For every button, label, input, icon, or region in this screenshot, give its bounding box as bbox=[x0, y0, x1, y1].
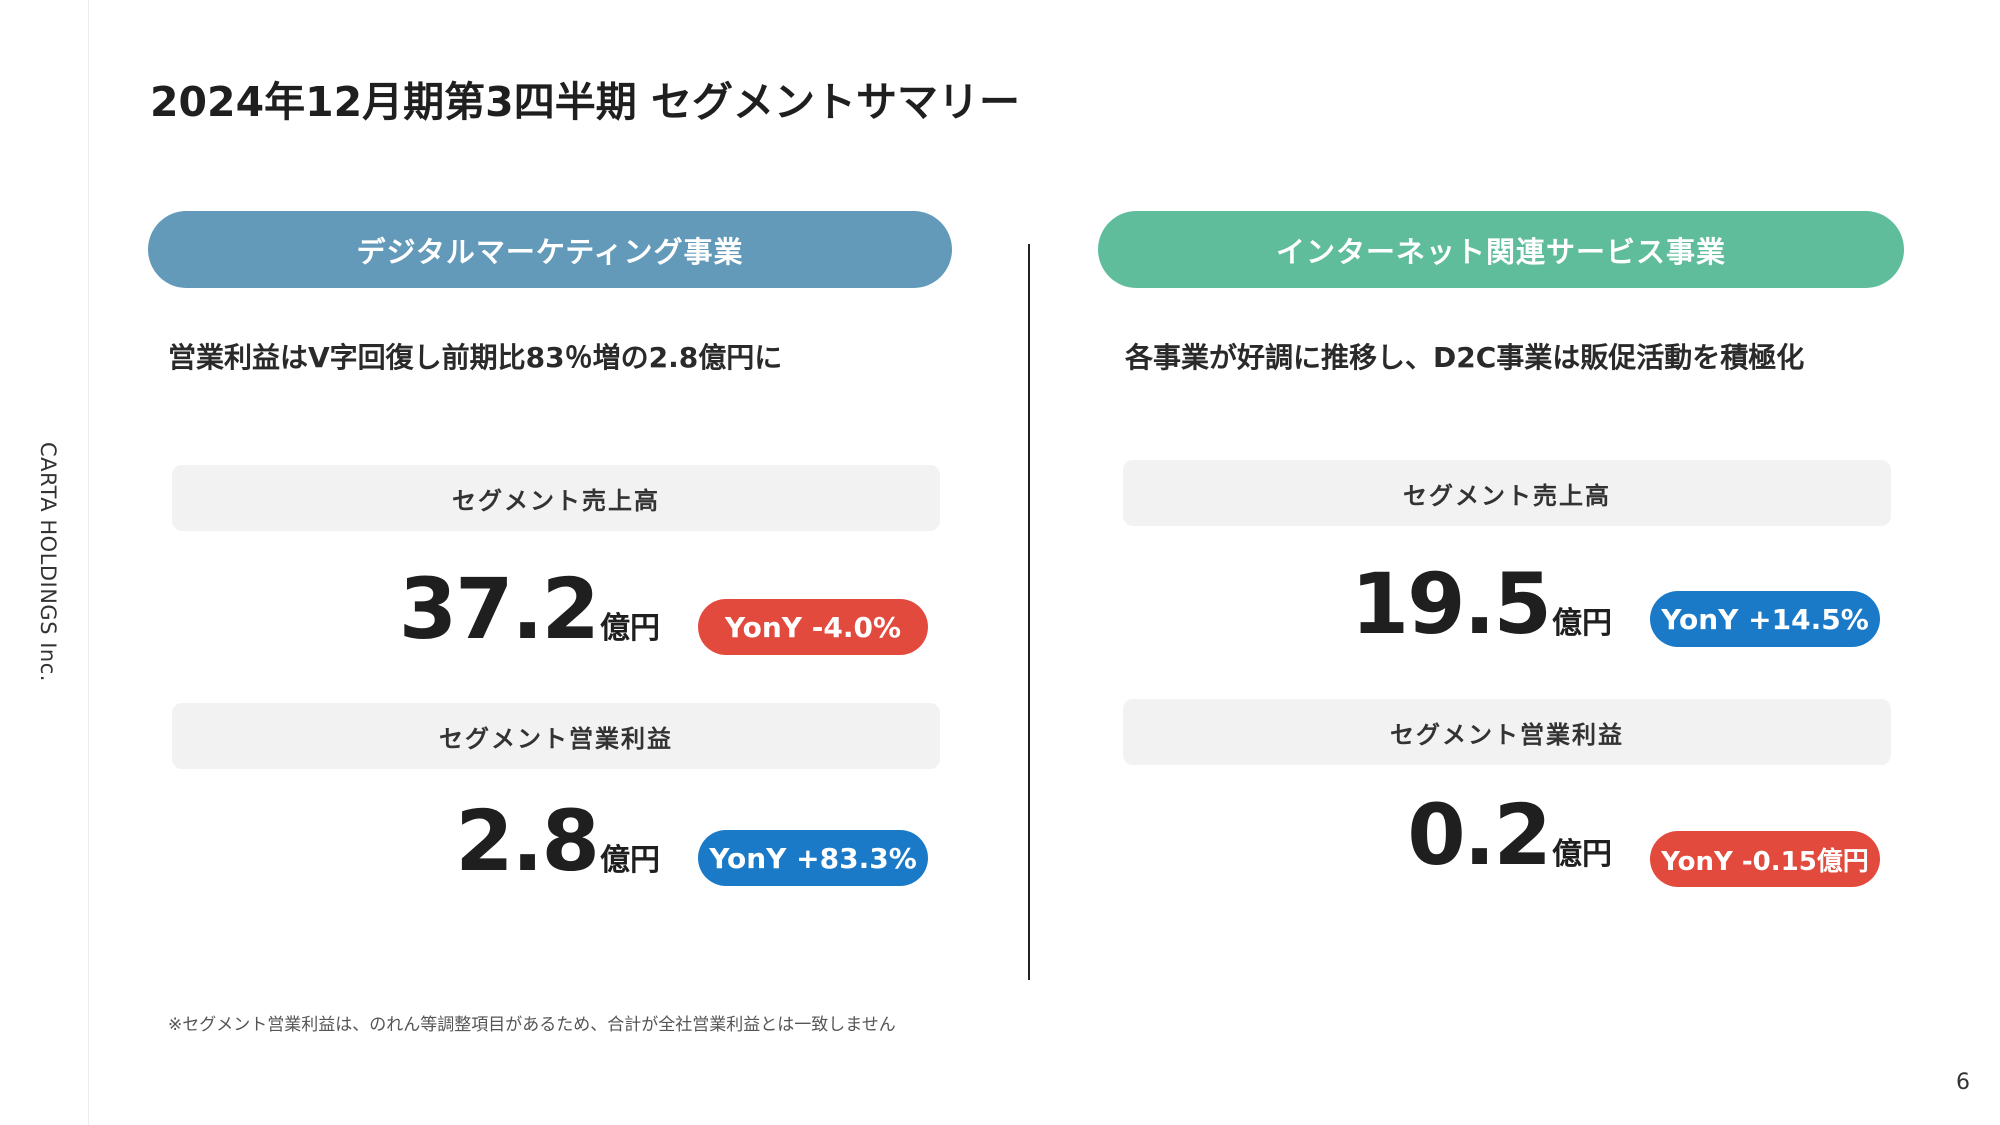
left-segment-headline: 営業利益はV字回復し前期比83％増の2.8億円に bbox=[168, 341, 783, 374]
right-sales-unit: 億円 bbox=[1552, 606, 1612, 641]
left-sales-yoy-badge: YonY -4.0% bbox=[698, 599, 928, 655]
left-profit-yoy-badge: YonY +83.3% bbox=[698, 830, 928, 886]
left-profit-unit: 億円 bbox=[600, 843, 660, 878]
right-profit-label: セグメント営業利益 bbox=[1123, 699, 1891, 765]
right-sales-yoy-badge: YonY +14.5% bbox=[1650, 591, 1880, 647]
right-sales-value: 19.5 億円 bbox=[1192, 555, 1612, 653]
left-sales-label: セグメント売上高 bbox=[172, 465, 940, 531]
left-sales-number: 37.2 bbox=[398, 560, 600, 658]
right-profit-unit: 億円 bbox=[1552, 837, 1612, 872]
left-sales-value: 37.2 億円 bbox=[240, 560, 660, 658]
left-sales-unit: 億円 bbox=[600, 611, 660, 646]
left-segment-header: デジタルマーケティング事業 bbox=[148, 211, 952, 288]
right-profit-yoy-badge: YonY -0.15億円 bbox=[1650, 831, 1880, 887]
segment-divider bbox=[1028, 244, 1030, 980]
sidebar: CARTA HOLDINGS Inc. bbox=[0, 0, 89, 1125]
right-segment-headline: 各事業が好調に推移し、D2C事業は販促活動を積極化 bbox=[1125, 341, 1805, 374]
left-profit-label: セグメント営業利益 bbox=[172, 703, 940, 769]
page-title: 2024年12月期第3四半期 セグメントサマリー bbox=[150, 78, 1020, 126]
page-number: 6 bbox=[1956, 1070, 1970, 1095]
left-profit-value: 2.8 億円 bbox=[240, 792, 660, 890]
right-segment-header: インターネット関連サービス事業 bbox=[1098, 211, 1904, 288]
right-profit-value: 0.2 億円 bbox=[1192, 786, 1612, 884]
right-sales-number: 19.5 bbox=[1350, 555, 1552, 653]
footnote: ※セグメント営業利益は、のれん等調整項目があるため、合計が全社営業利益とは一致し… bbox=[168, 1015, 896, 1035]
left-profit-number: 2.8 bbox=[455, 792, 600, 890]
company-name: CARTA HOLDINGS Inc. bbox=[36, 442, 60, 682]
right-profit-number: 0.2 bbox=[1407, 786, 1552, 884]
right-sales-label: セグメント売上高 bbox=[1123, 460, 1891, 526]
